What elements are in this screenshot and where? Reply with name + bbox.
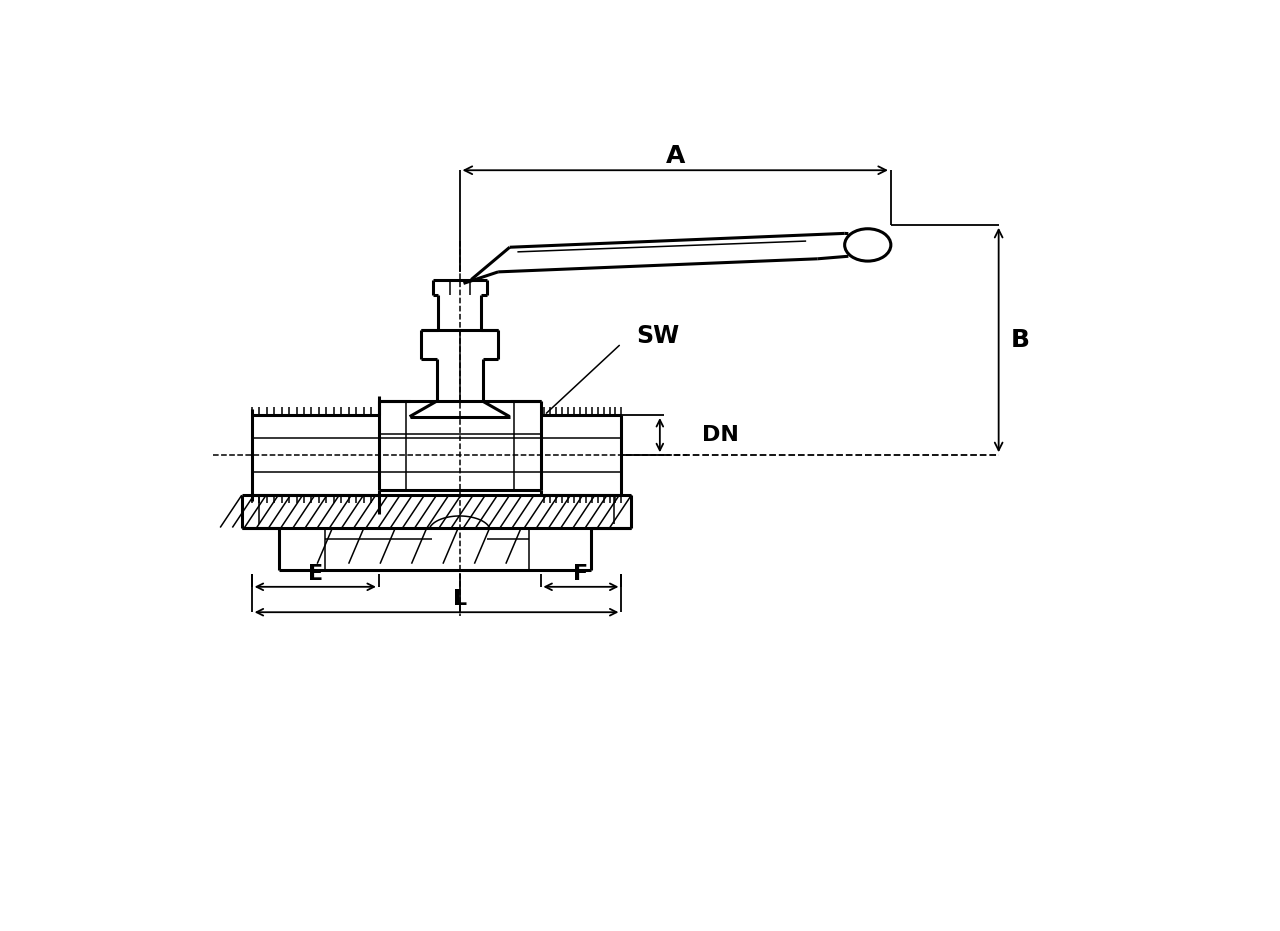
Text: F: F <box>573 563 589 584</box>
Ellipse shape <box>845 229 891 261</box>
Text: SW: SW <box>636 324 680 348</box>
Text: DN: DN <box>703 425 739 445</box>
Text: A: A <box>666 144 685 169</box>
Text: E: E <box>307 563 323 584</box>
Text: B: B <box>1011 328 1029 352</box>
Text: L: L <box>453 589 467 609</box>
